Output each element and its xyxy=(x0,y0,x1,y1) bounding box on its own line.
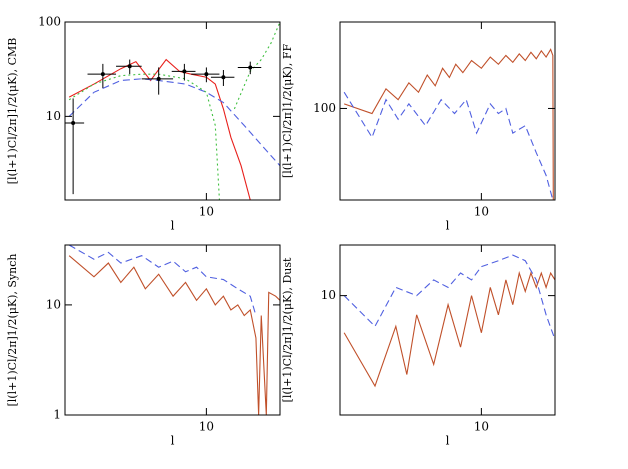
series-line xyxy=(68,78,280,167)
x-axis-label: l xyxy=(446,434,450,448)
y-axis-label: [l(l+1)Cl/2π]1/2(μK), Dust xyxy=(281,257,294,402)
panel: 10 10 100 l [l(l+1)Cl/2π]1/2(μK), CMB xyxy=(6,15,281,233)
data-point xyxy=(204,72,209,77)
x-axis-label: l xyxy=(446,219,450,233)
data-point xyxy=(127,64,132,69)
frame xyxy=(64,21,281,201)
data-point xyxy=(221,75,226,80)
x-tick-label: 10 xyxy=(474,420,489,434)
data-point xyxy=(71,121,76,126)
y-tick-label: 10 xyxy=(46,109,61,123)
x-axis-label: l xyxy=(171,219,175,233)
series-line xyxy=(68,255,280,415)
y-axis-label: [l(l+1)Cl/2π]1/2(μK), CMB xyxy=(6,38,19,185)
series-line xyxy=(68,245,257,316)
panel: 10 1 10 l [l(l+1)Cl/2π]1/2(μK), Synch xyxy=(6,244,281,448)
data-point xyxy=(156,76,161,81)
y-tick-label: 100 xyxy=(38,15,61,29)
y-tick-label: 10 xyxy=(321,288,336,302)
series-line xyxy=(343,48,554,200)
x-tick-label: 10 xyxy=(474,205,489,219)
data-point xyxy=(248,65,253,70)
y-axis-label: [l(l+1)Cl/2π]1/2(μK), FF xyxy=(281,44,294,179)
panel: 10 100 l [l(l+1)Cl/2π]1/2(μK), FF xyxy=(281,21,556,233)
series-line xyxy=(343,254,555,340)
series-line xyxy=(343,91,554,200)
frame xyxy=(339,244,556,416)
x-axis-label: l xyxy=(171,434,175,448)
data-point xyxy=(182,69,187,74)
frame xyxy=(64,244,281,416)
series-line xyxy=(343,270,555,388)
y-tick-label: 1 xyxy=(53,408,61,422)
plot-area xyxy=(343,48,554,200)
y-tick-label: 100 xyxy=(313,101,336,115)
plot-area xyxy=(65,22,280,200)
y-tick-label: 10 xyxy=(46,297,61,311)
x-tick-label: 10 xyxy=(199,420,214,434)
plot-area xyxy=(68,245,280,415)
panel: 10 10 l [l(l+1)Cl/2π]1/2(μK), Dust xyxy=(281,244,556,448)
y-axis-label: [l(l+1)Cl/2π]1/2(μK), Synch xyxy=(6,253,19,406)
data-point xyxy=(100,72,105,77)
series-line xyxy=(68,22,280,200)
x-tick-label: 10 xyxy=(199,205,214,219)
plot-area xyxy=(343,254,555,388)
frame xyxy=(339,21,556,201)
